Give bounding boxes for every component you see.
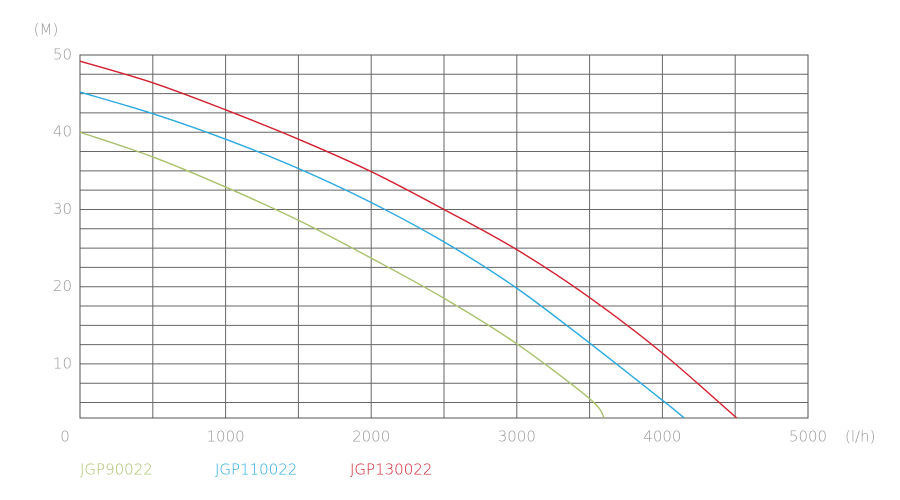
x-tick-label: 4000 [643,428,681,446]
line [79,131,605,419]
line [79,60,738,419]
legend-label: JGP130022 [350,461,432,479]
legend-label: JGP110022 [215,461,297,479]
y-tick-label: 10 [53,354,72,372]
x-tick-label: 5000 [789,428,827,446]
y-unit: (M) [34,21,59,39]
legend-label: JGP90022 [80,461,153,479]
line [79,91,685,419]
y-tick-label: 30 [53,200,72,218]
plot-border [79,54,809,419]
x-unit: (l/h) [845,428,875,446]
x-tick-label: 3000 [498,428,536,446]
x-tick-label: 2000 [352,428,390,446]
x-tick-label: 0 [60,428,70,446]
y-tick-label: 50 [53,46,72,64]
x-tick-label: 1000 [207,428,245,446]
y-tick-label: 40 [53,123,72,141]
y-tick-label: 20 [53,277,72,295]
